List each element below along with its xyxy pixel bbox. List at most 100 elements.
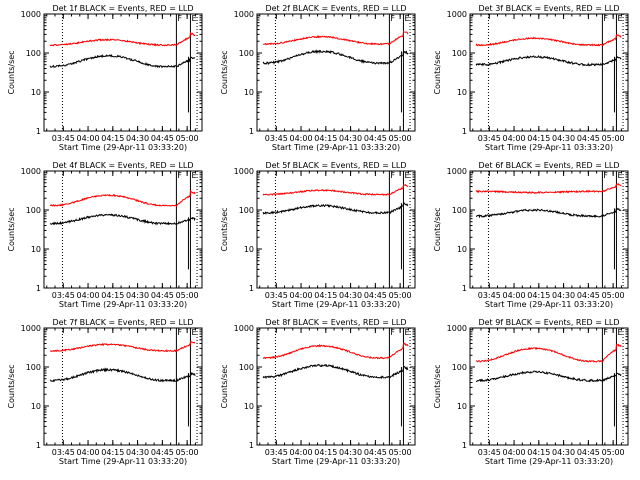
- y-tick-label: 1000: [234, 324, 254, 333]
- x-tick-label: 04:00: [290, 134, 313, 143]
- chart-title: Det 7f BLACK = Events, RED = LLD: [52, 318, 193, 327]
- x-axis-label: Start Time (29-Apr-11 03:33:20): [485, 143, 613, 152]
- series-events-line: [262, 363, 409, 380]
- plot-frame: [256, 13, 416, 132]
- y-axis-label: Counts/sec: [7, 207, 16, 251]
- x-axis-label: Start Time (29-Apr-11 03:33:20): [485, 457, 613, 466]
- x-tick-label: 05:00: [602, 291, 625, 300]
- series-events-line: [475, 370, 622, 383]
- x-tick-label: 04:00: [77, 448, 100, 457]
- chart-panel-1: Det 1f BLACK = Events, RED = LLD 1 10 100 10…: [7, 4, 203, 152]
- y-tick-label: 1000: [447, 324, 467, 333]
- x-tick-label: 04:45: [364, 291, 387, 300]
- y-tick-label: 100: [452, 206, 467, 215]
- y-tick-label: 1000: [447, 167, 467, 176]
- x-tick-label: 05:00: [389, 134, 412, 143]
- y-axis-label: Counts/sec: [220, 50, 229, 94]
- y-tick-label: 1000: [21, 324, 41, 333]
- y-tick-label: 100: [26, 206, 41, 215]
- marker-label-e: E: [191, 14, 196, 23]
- x-tick-label: 04:30: [552, 291, 575, 300]
- plot-frame: [469, 13, 629, 132]
- x-tick-label: 03:45: [52, 134, 75, 143]
- marker-label-e: E: [617, 171, 622, 180]
- marker-label-f: F: [177, 14, 182, 23]
- series-lld-line: [49, 189, 196, 207]
- series-lld-line: [49, 31, 196, 47]
- y-tick-label: 1: [462, 127, 467, 136]
- y-tick-label: 1: [36, 441, 41, 450]
- y-axis-label: Counts/sec: [220, 364, 229, 408]
- chart-title: Det 1f BLACK = Events, RED = LLD: [52, 4, 193, 13]
- x-tick-label: 04:45: [364, 448, 387, 457]
- x-tick-label: 04:00: [290, 291, 313, 300]
- series-lld-line: [263, 30, 409, 46]
- x-tick-label: 03:45: [265, 448, 288, 457]
- x-axis-label: Start Time (29-Apr-11 03:33:20): [272, 457, 400, 466]
- chart-panel-8: Det 8f BLACK = Events, RED = LLD 1 10 100 10…: [220, 318, 416, 466]
- series-lld-line: [475, 343, 622, 363]
- marker-label-f: F: [177, 328, 182, 337]
- y-tick-label: 1: [249, 284, 254, 293]
- chart-panel-2: Det 2f BLACK = Events, RED = LLD 1 10 100 10…: [220, 4, 416, 152]
- chart-title: Det 4f BLACK = Events, RED = LLD: [52, 161, 193, 170]
- y-tick-label: 1: [36, 284, 41, 293]
- series-events-line: [262, 202, 409, 215]
- y-tick-label: 100: [452, 49, 467, 58]
- x-tick-label: 04:15: [101, 448, 124, 457]
- chart-panel-6: Det 6f BLACK = Events, RED = LLD 1 10 100 10…: [433, 161, 629, 309]
- marker-label-f: F: [603, 14, 608, 23]
- series-events-line: [49, 367, 196, 383]
- x-tick-label: 04:45: [577, 134, 600, 143]
- x-tick-label: 03:45: [478, 448, 501, 457]
- x-tick-label: 04:45: [151, 448, 174, 457]
- x-tick-label: 04:30: [126, 448, 149, 457]
- y-tick-label: 100: [452, 363, 467, 372]
- x-tick-label: 03:45: [478, 291, 501, 300]
- y-axis-label: Counts/sec: [433, 50, 442, 94]
- x-tick-label: 05:00: [176, 448, 199, 457]
- y-tick-label: 1: [462, 441, 467, 450]
- marker-label-e: E: [191, 328, 196, 337]
- marker-label-e: E: [404, 171, 409, 180]
- y-tick-label: 100: [239, 206, 254, 215]
- series-lld-line: [49, 341, 196, 353]
- y-tick-label: 1: [249, 441, 254, 450]
- x-axis-label: Start Time (29-Apr-11 03:33:20): [485, 300, 613, 309]
- chart-title: Det 3f BLACK = Events, RED = LLD: [478, 4, 619, 13]
- chart-panel-4: Det 4f BLACK = Events, RED = LLD 1 10 100 10…: [7, 161, 203, 309]
- plot-frame: [256, 327, 416, 446]
- series-lld-line: [262, 342, 409, 360]
- chart-title: Det 9f BLACK = Events, RED = LLD: [478, 318, 619, 327]
- x-tick-label: 04:00: [503, 448, 526, 457]
- x-tick-label: 05:00: [602, 448, 625, 457]
- x-tick-label: 04:45: [577, 291, 600, 300]
- plot-frame: [43, 13, 203, 132]
- x-tick-label: 04:30: [126, 134, 149, 143]
- x-axis-label: Start Time (29-Apr-11 03:33:20): [272, 143, 400, 152]
- x-axis-label: Start Time (29-Apr-11 03:33:20): [59, 143, 187, 152]
- x-tick-label: 05:00: [389, 448, 412, 457]
- plot-frame: [469, 327, 629, 446]
- x-tick-label: 04:30: [339, 134, 362, 143]
- chart-panel-3: Det 3f BLACK = Events, RED = LLD 1 10 100 10…: [433, 4, 629, 152]
- y-tick-label: 10: [31, 402, 41, 411]
- x-tick-label: 04:45: [577, 448, 600, 457]
- x-tick-label: 04:00: [77, 291, 100, 300]
- plot-frame: [43, 170, 203, 289]
- marker-label-e: E: [404, 328, 409, 337]
- x-tick-label: 04:15: [527, 291, 550, 300]
- plot-frame: [256, 170, 416, 289]
- y-tick-label: 10: [457, 245, 467, 254]
- x-tick-label: 04:45: [364, 134, 387, 143]
- x-tick-label: 04:15: [314, 448, 337, 457]
- x-tick-label: 04:15: [101, 291, 124, 300]
- chart-panel-5: Det 5f BLACK = Events, RED = LLD 1 10 100 10…: [220, 161, 416, 309]
- x-tick-label: 04:30: [126, 291, 149, 300]
- marker-label-e: E: [404, 14, 409, 23]
- marker-label-f: F: [390, 328, 395, 337]
- x-tick-label: 04:15: [527, 448, 550, 457]
- chart-panel-7: Det 7f BLACK = Events, RED = LLD 1 10 100 10…: [7, 318, 203, 466]
- chart-title: Det 2f BLACK = Events, RED = LLD: [265, 4, 406, 13]
